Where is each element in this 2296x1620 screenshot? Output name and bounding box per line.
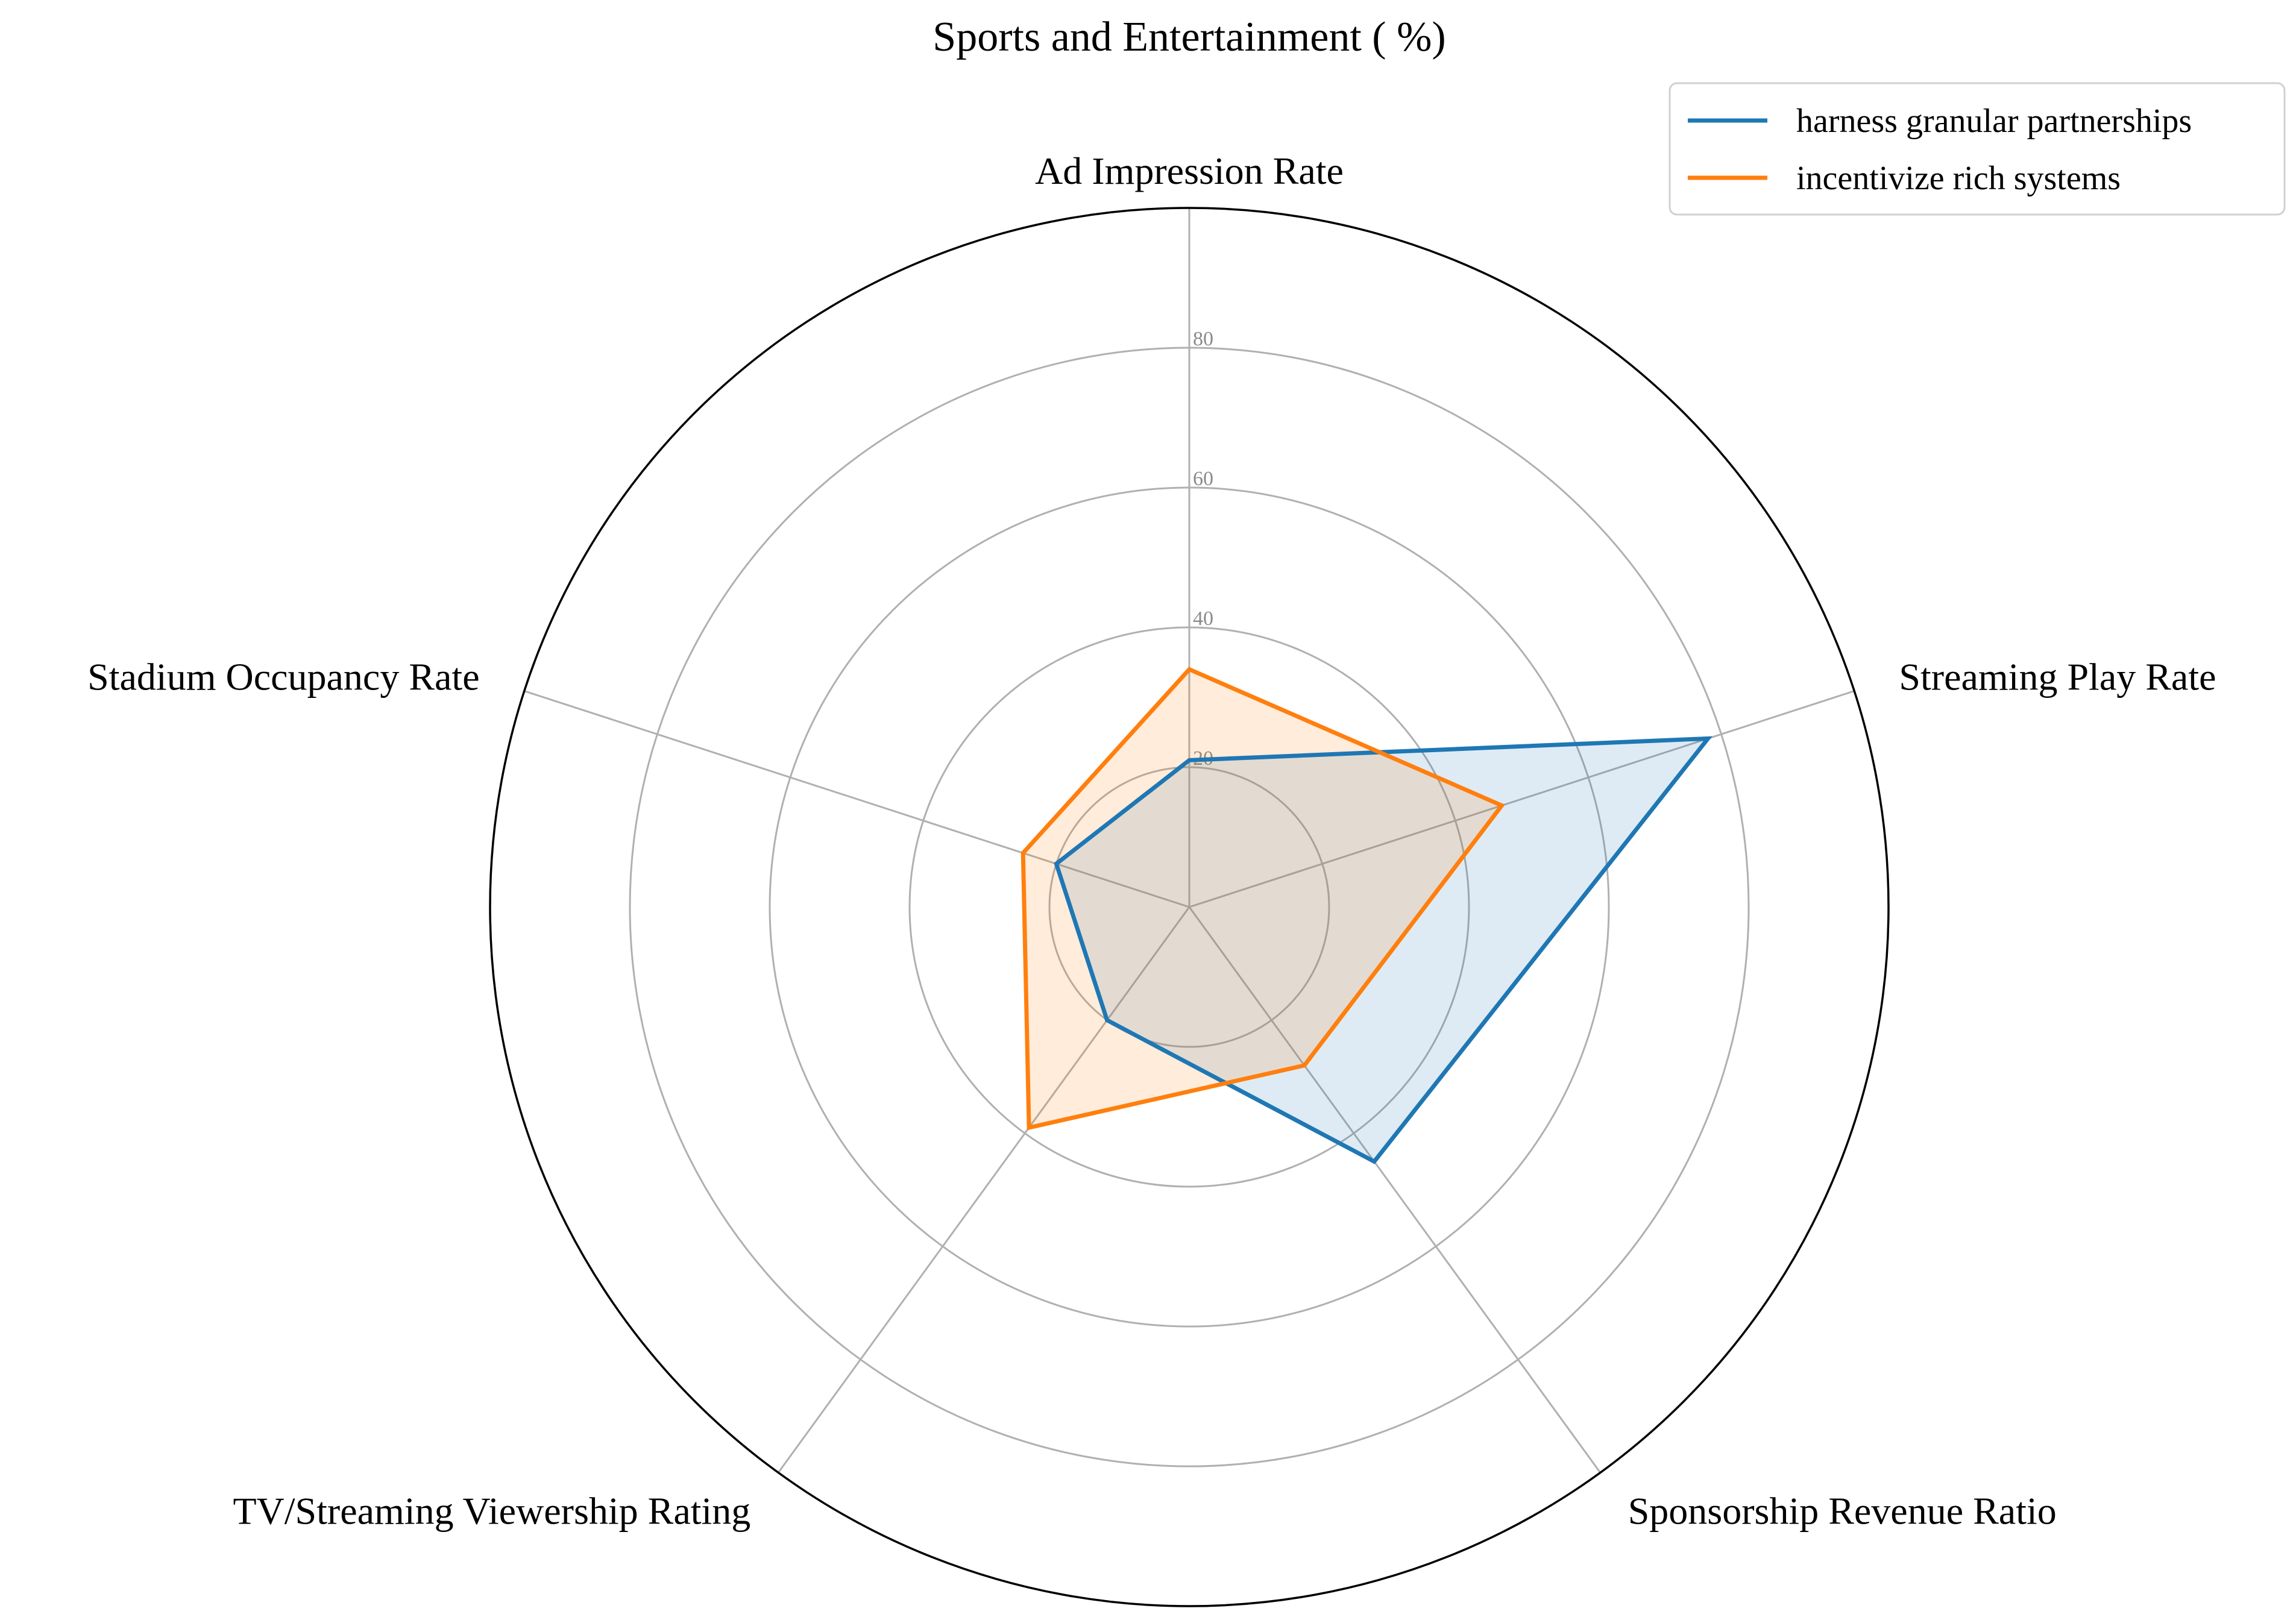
axis-label-stadium-occupancy-rate: Stadium Occupancy Rate bbox=[87, 655, 479, 698]
axis-label-tv-streaming-viewership-rating: TV/Streaming Viewership Rating bbox=[233, 1490, 750, 1533]
axis-label-sponsorship-revenue-ratio: Sponsorship Revenue Ratio bbox=[1628, 1490, 2057, 1533]
series-line-harness-granular-partnerships bbox=[1054, 736, 1713, 1164]
spoke-tv-streaming-viewership-rating bbox=[777, 906, 1190, 1474]
data-point-harness-granular-partnerships-stadium-occupancy-rate bbox=[1054, 862, 1058, 866]
tick-label-80: 80 bbox=[1193, 328, 1213, 350]
axis-label-streaming-play-rate: Streaming Play Rate bbox=[1899, 655, 2216, 698]
series-layer bbox=[1021, 667, 1713, 1164]
legend-label-harness-granular-partnerships: harness granular partnerships bbox=[1796, 102, 2192, 140]
axis-labels: Ad Impression Rate Streaming Play Rate Spo… bbox=[87, 149, 2216, 1533]
data-point-incentivize-rich-systems-stadium-occupancy-rate bbox=[1021, 851, 1025, 855]
legend-label-incentivize-rich-systems: incentivize rich systems bbox=[1796, 160, 2121, 197]
data-point-incentivize-rich-systems-streaming-play-rate bbox=[1500, 803, 1504, 808]
axis-label-ad-impression-rate: Ad Impression Rate bbox=[1035, 149, 1344, 192]
series-fill-harness-granular-partnerships bbox=[1056, 738, 1708, 1162]
legend: harness granular partnerships incentiviz… bbox=[1669, 82, 2286, 216]
spoke-stadium-occupancy-rate bbox=[524, 690, 1190, 908]
outer-ring bbox=[489, 207, 1890, 1607]
data-point-harness-granular-partnerships-streaming-play-rate bbox=[1706, 736, 1710, 741]
data-point-harness-granular-partnerships-ad-impression-rate bbox=[1187, 758, 1191, 762]
chart-title: Sports and Entertainment ( %) bbox=[933, 14, 1445, 60]
data-point-incentivize-rich-systems-ad-impression-rate bbox=[1187, 667, 1191, 671]
spoke-sponsorship-revenue-ratio bbox=[1188, 906, 1602, 1474]
data-point-harness-granular-partnerships-tv-streaming-viewership-rating bbox=[1105, 1018, 1109, 1022]
series-fill-incentivize-rich-systems bbox=[1023, 669, 1502, 1128]
legend-box bbox=[1669, 82, 2286, 216]
data-point-incentivize-rich-systems-tv-streaming-viewership-rating bbox=[1027, 1125, 1031, 1129]
tick-label-60: 60 bbox=[1193, 468, 1213, 490]
tick-label-40: 40 bbox=[1193, 608, 1213, 630]
data-point-incentivize-rich-systems-sponsorship-revenue-ratio bbox=[1302, 1063, 1306, 1067]
spoke-streaming-play-rate bbox=[1189, 690, 1855, 908]
series-line-incentivize-rich-systems bbox=[1021, 667, 1505, 1131]
data-point-harness-granular-partnerships-sponsorship-revenue-ratio bbox=[1372, 1160, 1376, 1164]
